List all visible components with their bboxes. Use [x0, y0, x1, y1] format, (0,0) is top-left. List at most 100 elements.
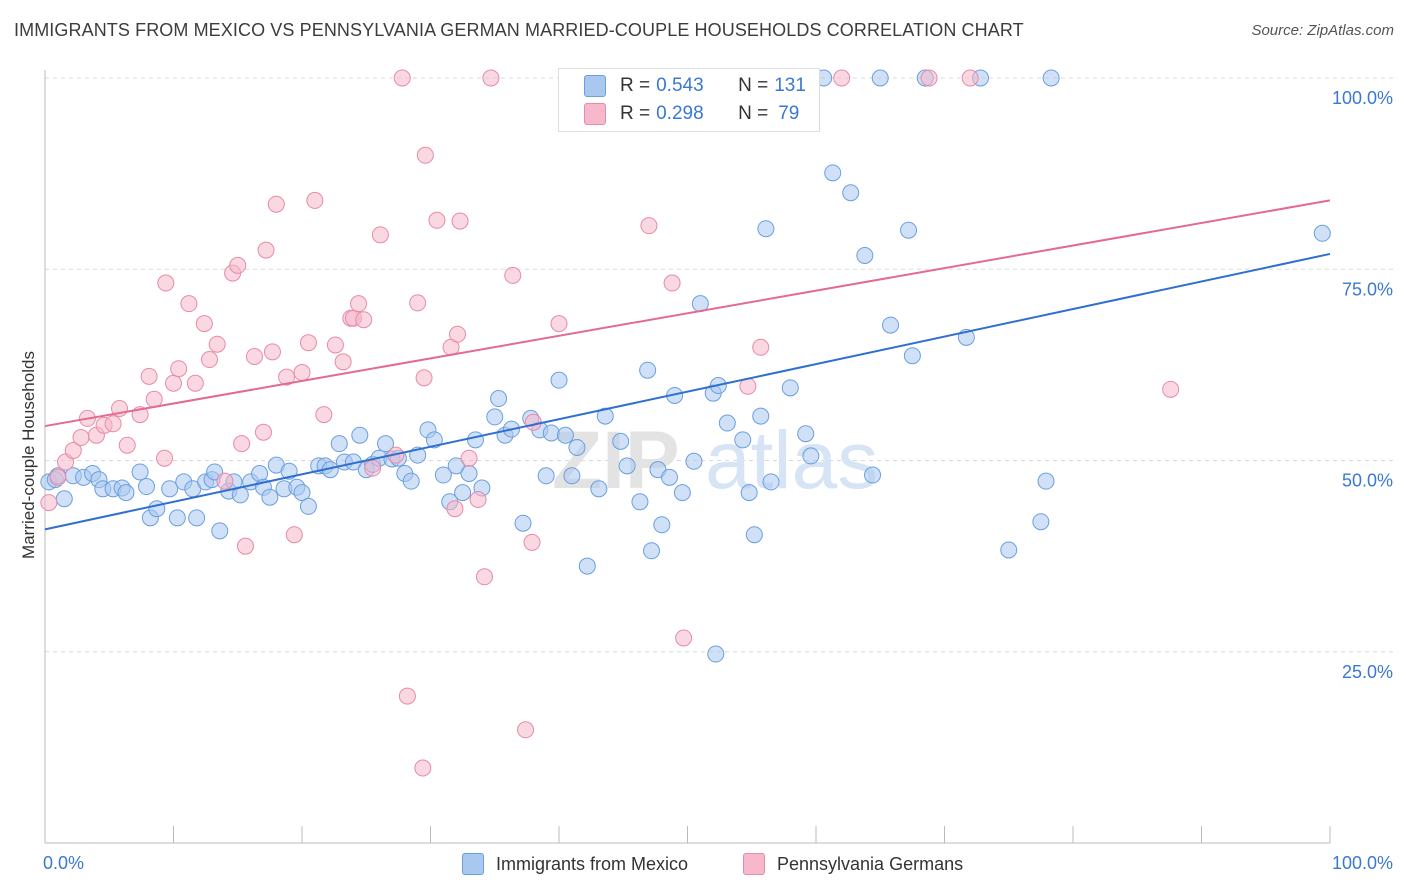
legend-swatch-mexico	[584, 75, 606, 97]
point-mexico	[734, 431, 752, 449]
point-pa-german	[165, 374, 182, 392]
point-mexico	[1000, 541, 1018, 559]
point-pa-german	[416, 146, 434, 164]
point-mexico	[402, 472, 420, 490]
point-pa-german	[415, 369, 433, 387]
point-mexico	[824, 164, 842, 182]
point-pa-german	[460, 449, 478, 467]
point-mexico	[745, 526, 763, 544]
series-mexico-points	[40, 69, 1331, 663]
point-mexico	[631, 493, 649, 511]
point-pa-german	[64, 442, 82, 460]
legend-n-value: 79	[778, 103, 800, 124]
point-pa-german	[104, 415, 122, 433]
point-pa-german	[523, 533, 541, 551]
point-pa-german	[920, 69, 938, 87]
point-mexico	[707, 645, 725, 663]
point-mexico	[447, 457, 465, 475]
point-pa-german	[961, 69, 979, 87]
point-pa-german	[263, 343, 281, 361]
trendlines	[44, 199, 1331, 531]
point-mexico	[537, 467, 555, 485]
point-mexico	[188, 509, 206, 527]
point-mexico	[685, 452, 703, 470]
point-mexico	[661, 468, 679, 486]
point-mexico	[117, 484, 135, 502]
point-pa-german	[293, 364, 311, 382]
point-pa-german	[334, 353, 352, 371]
point-mexico	[261, 488, 279, 506]
legend-n-value: 131	[774, 75, 806, 96]
point-mexico	[454, 484, 472, 502]
point-pa-german	[278, 368, 296, 386]
point-mexico	[718, 414, 736, 432]
point-mexico	[1032, 513, 1050, 531]
point-mexico	[1037, 472, 1055, 490]
point-pa-german	[49, 468, 67, 486]
point-pa-german	[1162, 380, 1180, 398]
point-mexico	[299, 497, 317, 515]
bottom-legend-label-mexico: Immigrants from Mexico	[496, 853, 689, 874]
point-pa-german	[663, 274, 681, 292]
point-pa-german	[355, 311, 373, 329]
point-pa-german	[72, 429, 90, 447]
legend-r-label: R =	[620, 103, 651, 124]
point-pa-german	[640, 217, 658, 235]
legend-r-value: 0.543	[656, 75, 704, 96]
chart-title: IMMIGRANTS FROM MEXICO VS PENNSYLVANIA G…	[14, 20, 1024, 40]
point-mexico	[903, 347, 921, 365]
point-mexico	[168, 509, 186, 527]
point-mexico	[377, 435, 395, 453]
point-pa-german	[306, 191, 324, 209]
point-mexico	[1313, 224, 1331, 242]
point-pa-german	[428, 211, 446, 229]
point-pa-german	[156, 449, 174, 467]
point-pa-german	[254, 423, 272, 441]
point-pa-german	[267, 195, 285, 213]
point-mexico	[882, 316, 900, 334]
point-mexico	[612, 432, 630, 450]
point-mexico	[653, 516, 671, 534]
bottom-legend-swatch-mexico	[462, 853, 484, 875]
point-pa-german	[517, 721, 535, 739]
y-tick-label: 25.0%	[1342, 662, 1393, 682]
point-mexico	[550, 371, 568, 389]
point-mexico	[148, 500, 166, 518]
point-mexico	[762, 473, 780, 491]
point-pa-german	[482, 69, 500, 87]
point-mexico	[757, 220, 775, 238]
point-pa-german	[180, 295, 198, 313]
x-tick-label-start: 0.0%	[43, 853, 84, 873]
point-pa-german	[257, 241, 275, 259]
trendline-mexico	[44, 252, 1331, 531]
point-mexico	[330, 435, 348, 453]
point-pa-german	[285, 526, 303, 544]
point-mexico	[425, 431, 443, 449]
point-mexico	[351, 426, 369, 444]
legend-n-label: N =	[738, 103, 769, 124]
bottom-legend-pa-german: Pennsylvania Germans	[743, 852, 963, 876]
point-mexico	[466, 431, 484, 449]
point-mexico	[1042, 69, 1060, 87]
point-mexico	[590, 480, 608, 498]
watermark: ZIP atlas	[552, 415, 878, 506]
axes	[44, 70, 1331, 844]
point-mexico	[161, 480, 179, 498]
legend-row-mexico: R = 0.543 N = 131	[584, 72, 806, 100]
point-pa-german	[140, 367, 158, 385]
point-mexico	[856, 246, 874, 264]
point-mexico	[293, 484, 311, 502]
point-mexico	[842, 184, 860, 202]
point-pa-german	[446, 500, 464, 518]
point-pa-german	[550, 315, 568, 333]
bottom-legend-swatch-pa-german	[743, 853, 765, 875]
point-mexico	[138, 478, 156, 496]
point-mexico	[460, 465, 478, 483]
point-pa-german	[398, 687, 416, 705]
grid-lines	[45, 77, 1395, 653]
point-mexico	[55, 490, 73, 508]
y-tick-label: 100.0%	[1332, 88, 1393, 108]
point-pa-german	[409, 294, 427, 312]
point-pa-german	[236, 537, 254, 555]
point-mexico	[871, 69, 889, 87]
